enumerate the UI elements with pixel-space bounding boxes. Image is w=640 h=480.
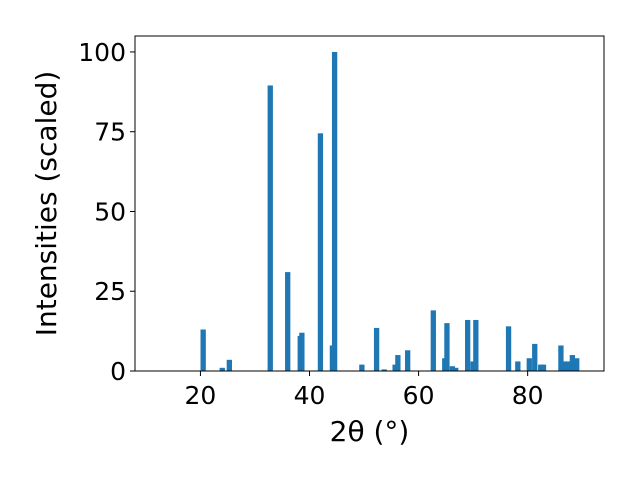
bar bbox=[395, 355, 401, 371]
bar bbox=[200, 329, 206, 371]
bar bbox=[226, 359, 232, 371]
bar bbox=[560, 361, 567, 371]
bar bbox=[470, 361, 476, 371]
plot-frame bbox=[134, 35, 605, 372]
y-axis-label: Intensities (scaled) bbox=[30, 71, 63, 337]
bar bbox=[473, 319, 479, 371]
x-axis: 20 40 60 80 bbox=[185, 371, 544, 410]
bar bbox=[219, 367, 225, 371]
bar bbox=[359, 364, 365, 371]
bar bbox=[526, 358, 532, 371]
bar bbox=[317, 133, 324, 371]
bar bbox=[449, 366, 456, 371]
bar bbox=[299, 332, 305, 371]
bar bbox=[532, 343, 538, 371]
bar bbox=[574, 358, 580, 371]
y-tick-label: 100 bbox=[78, 38, 126, 67]
bar-series bbox=[200, 51, 580, 371]
bar bbox=[405, 350, 411, 371]
x-tick-label: 80 bbox=[512, 381, 544, 410]
bar bbox=[285, 272, 291, 371]
x-tick-label: 20 bbox=[185, 381, 217, 410]
bar bbox=[564, 361, 571, 371]
bar bbox=[453, 367, 459, 371]
y-tick-label: 50 bbox=[94, 197, 126, 226]
bar bbox=[515, 361, 521, 371]
bar bbox=[465, 319, 471, 371]
y-tick-label: 25 bbox=[94, 277, 126, 306]
bar bbox=[558, 345, 564, 371]
bar bbox=[430, 310, 436, 371]
y-tick-label: 0 bbox=[110, 357, 126, 386]
bar bbox=[444, 323, 450, 371]
bar bbox=[267, 85, 273, 371]
y-axis: 0 25 50 75 100 bbox=[78, 38, 135, 386]
bar bbox=[505, 326, 512, 371]
bar bbox=[331, 51, 338, 371]
bar bbox=[392, 364, 398, 371]
x-tick-label: 60 bbox=[403, 381, 435, 410]
bar bbox=[540, 364, 547, 371]
bar bbox=[381, 369, 387, 371]
bar bbox=[373, 327, 380, 371]
y-tick-label: 75 bbox=[94, 118, 126, 147]
x-axis-label: 2θ (°) bbox=[330, 415, 410, 448]
bar bbox=[569, 355, 576, 371]
x-tick-label: 40 bbox=[294, 381, 326, 410]
bar bbox=[538, 364, 544, 371]
